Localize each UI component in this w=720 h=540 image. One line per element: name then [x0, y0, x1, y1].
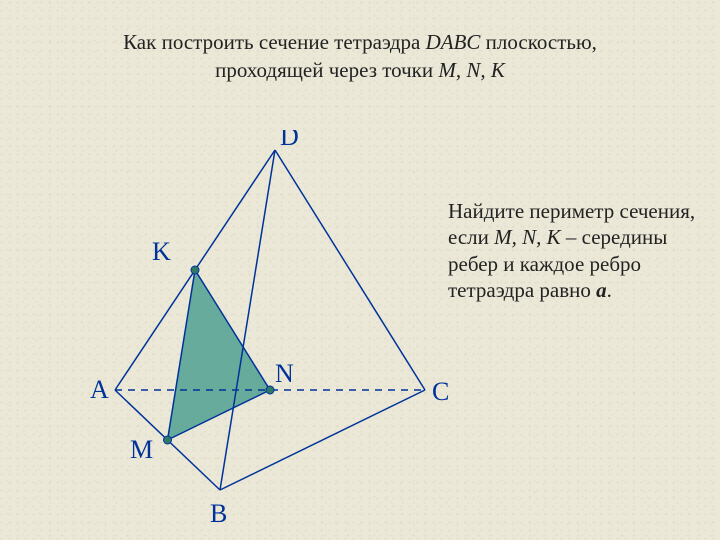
cross-section: [168, 270, 271, 440]
svg-text:B: B: [210, 499, 227, 528]
side-t3: .: [607, 278, 612, 302]
svg-text:C: C: [432, 377, 449, 406]
side-ital: M, N, K: [494, 225, 561, 249]
tetrahedron-diagram: D A B C K M N: [80, 130, 460, 530]
title-line1b: плоскостью,: [480, 30, 596, 54]
slide-title: Как построить сечение тетраэдра DABC пло…: [0, 0, 720, 85]
vertex-labels: D A B C K M N: [90, 130, 449, 528]
svg-text:D: D: [280, 130, 299, 151]
svg-text:M: M: [130, 435, 153, 464]
svg-text:K: K: [152, 237, 171, 266]
tetra-edges: [115, 150, 425, 490]
title-ital2: M, N, K: [438, 58, 505, 82]
title-ital1: DABC: [426, 30, 481, 54]
svg-text:N: N: [275, 359, 294, 388]
side-bold: а: [596, 278, 607, 302]
title-line1a: Как построить сечение тетраэдра: [123, 30, 426, 54]
svg-text:A: A: [90, 375, 109, 404]
title-line2a: проходящей через точки: [215, 58, 438, 82]
problem-text: Найдите периметр сечения, если M, N, K –…: [448, 198, 698, 303]
